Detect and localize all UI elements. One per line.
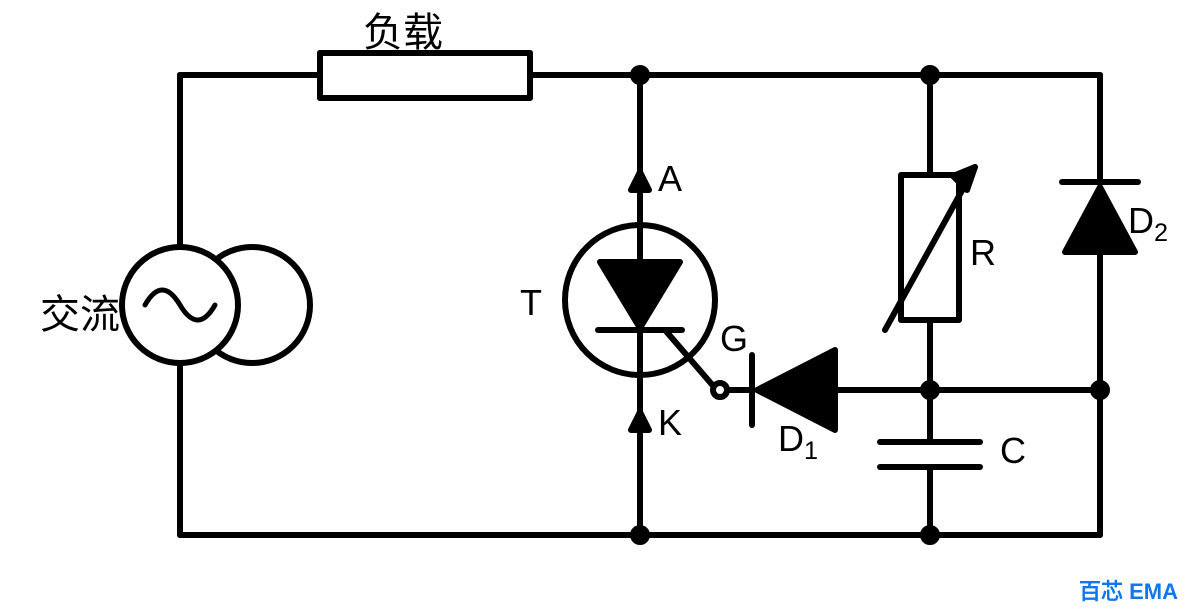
watermark: 百芯 EMA [1079,574,1178,606]
t-label: T [520,282,542,324]
node [633,528,647,542]
d1-label: D1 [778,418,818,466]
a-label: A [658,158,682,200]
d2-label: D2 [1128,200,1168,248]
node [633,68,647,82]
c-label: C [1000,430,1026,472]
g-label: G [720,318,748,360]
a-mark [631,172,649,190]
k-mark [631,412,649,430]
k-label: K [658,402,682,444]
ac-label: 交流 [40,282,120,340]
d2-triangle [1065,187,1135,252]
load-box [320,53,530,98]
node [923,68,937,82]
node [923,528,937,542]
r-label: R [970,232,996,274]
node [1093,383,1107,397]
circuit-diagram [0,0,1200,616]
load-label: 负载 [363,0,443,58]
